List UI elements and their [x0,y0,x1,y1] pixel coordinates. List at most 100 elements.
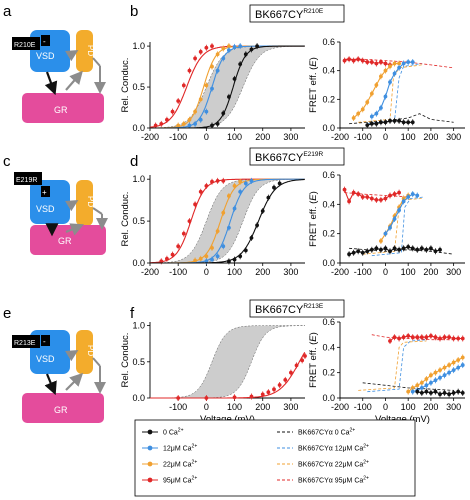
data-point-orange [374,83,379,87]
data-point-red [159,259,164,264]
data-point-blue [388,80,392,85]
mutation-label-box [12,37,40,50]
data-point-blue [383,94,388,99]
data-point-black [415,389,420,394]
x-tick-label: -200 [141,132,159,142]
data-point-black [429,391,433,395]
pd-domain [76,330,93,374]
x-tick-label: 100 [401,402,416,412]
data-point-blue [433,378,438,383]
schematic-a: R210E - VSD PD GR [12,30,106,123]
title-box [249,4,345,23]
x-tick-label: 0 [204,132,209,142]
data-point-blue [447,370,451,375]
data-point-black [388,118,392,123]
data-point-red [419,335,424,340]
data-point-blue [215,68,220,73]
pd-to-gr-line [92,207,103,215]
reference-band [149,178,305,264]
legend-label: 12μM Ca2+ [163,444,197,453]
data-point-red [397,190,401,195]
data-point-black [249,235,254,240]
data-point-orange [447,363,451,367]
data-point-red [369,60,374,64]
data-point-black [424,389,429,394]
y-tick-label: 0.0 [132,393,145,403]
reference-line-red [344,192,409,198]
gr-to-pd-arrow [65,70,83,91]
data-point-orange [227,194,231,198]
data-point-black [243,52,248,57]
legend-swatch-dot [147,477,153,483]
fit-curve-red [150,351,306,399]
y-tick-label: 0.4 [322,342,335,352]
y-tick-label: 0.0 [322,258,335,268]
data-point-red [221,178,226,183]
data-point-black [415,247,420,252]
data-point-orange [193,109,197,114]
data-point-blue [379,106,383,110]
data-point-blue [410,192,415,196]
vsd-to-gr-arrow [44,71,58,96]
y-tick-label: 0.2 [322,94,335,104]
data-point-red [159,122,164,126]
mutation-label: R213E [14,340,36,347]
x-tick-label: -100 [169,267,187,277]
data-point-red [176,244,181,249]
y-axis-label: Rel. Conduc. [120,58,131,113]
data-point-orange [379,239,383,243]
legend-swatch-dot [147,429,153,435]
x-tick-label: 300 [446,132,461,142]
data-point-red [447,335,451,340]
data-point-orange [193,258,197,263]
legend-label: 22μM Ca2+ [163,460,197,469]
data-point-red [460,336,465,341]
data-point-blue [415,193,420,198]
data-point-red [198,189,203,194]
mutation-label-box [12,335,40,348]
fret-plot-b: 0.0 0.2 0.4 0.6 -200 -100 0 100 200 300 FRET eff. … [308,37,465,142]
data-point-blue [401,61,406,66]
data-point-black [379,120,383,125]
gr-label: GR [58,236,72,246]
data-point-black [406,120,411,125]
y-tick-label: 0.0 [322,123,335,133]
panel-letter-a: a [3,3,12,20]
data-point-black [379,247,383,252]
data-point-black [272,185,276,190]
reference-line-black [349,113,454,125]
data-point-red [170,109,175,114]
data-point-orange [388,64,392,69]
data-point-red [397,336,401,341]
x-tick-label: 0 [383,402,388,412]
title-d: BK667CYE219R [249,147,345,166]
data-point-black [227,259,231,264]
x-tick-label: 200 [255,402,270,412]
y-tick-label: 0.5 [132,216,145,226]
data-point-black [410,120,415,125]
legend-label: BK667CYα 95μM Ca2+ [298,476,369,485]
mutation-label: R210E [14,42,36,49]
data-point-blue [410,60,415,64]
y-tick-label: 0.0 [132,258,145,268]
data-point-orange [419,380,424,385]
x-tick-label: 100 [227,132,242,142]
data-point-blue [419,385,424,390]
data-point-orange [181,122,186,126]
gr-label: GR [54,405,68,415]
data-point-blue [410,389,415,394]
x-tick-label: 300 [446,267,461,277]
title-box [249,299,345,318]
y-tick-label: 0.5 [132,357,145,367]
x-tick-label: 200 [423,402,438,412]
charge-symbol: - [43,337,46,346]
data-point-blue [221,56,226,61]
data-point-red [438,336,442,341]
y-tick-label: 0.0 [322,393,335,403]
data-point-orange [406,389,411,394]
data-point-red [170,252,175,257]
data-point-black [232,76,237,81]
data-point-red [187,68,192,73]
data-point-black [210,123,214,128]
vsd-domain [30,180,70,224]
